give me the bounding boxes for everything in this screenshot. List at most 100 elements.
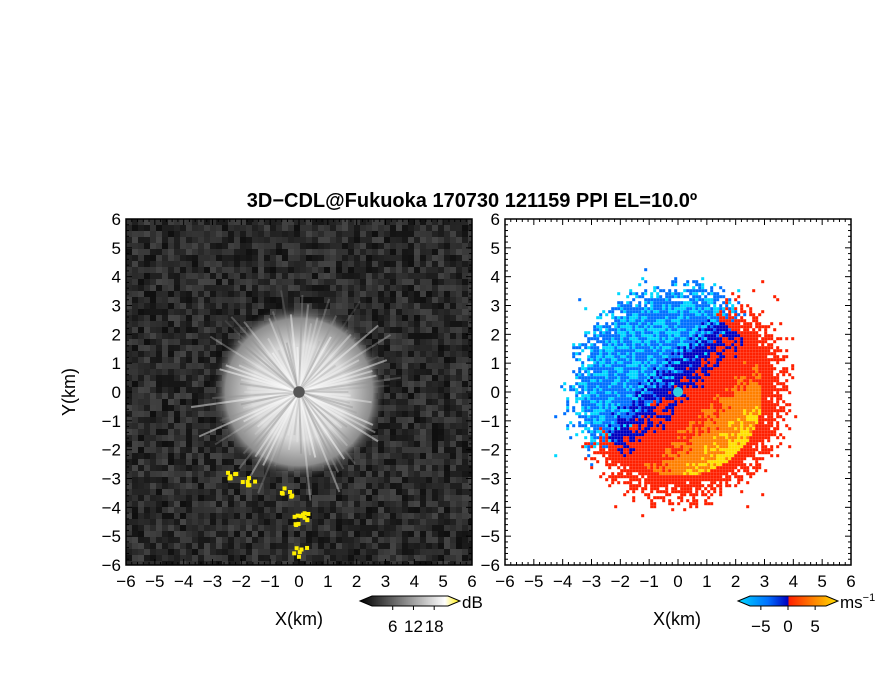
noise-pixel [456, 321, 462, 327]
velocity-pixel [623, 355, 627, 359]
velocity-pixel [683, 337, 687, 341]
noise-pixel [300, 543, 306, 549]
noise-pixel [432, 387, 438, 393]
noise-pixel [264, 525, 270, 531]
noise-pixel [348, 309, 354, 315]
velocity-pixel [575, 358, 579, 362]
noise-pixel [360, 531, 366, 537]
noise-pixel [426, 507, 432, 513]
noise-pixel [420, 441, 426, 447]
noise-pixel [456, 369, 462, 375]
velocity-pixel [632, 334, 636, 338]
noise-pixel [162, 285, 168, 291]
noise-pixel [318, 537, 324, 543]
noise-pixel [456, 483, 462, 489]
noise-pixel [414, 405, 420, 411]
noise-pixel [216, 237, 222, 243]
velocity-pixel [614, 325, 618, 329]
radial-streak [238, 364, 300, 393]
noise-pixel [270, 495, 276, 501]
noise-pixel [228, 507, 234, 513]
noise-pixel [354, 495, 360, 501]
noise-pixel [216, 531, 222, 537]
velocity-pixel [734, 343, 738, 347]
velocity-pixel [632, 292, 636, 296]
noise-pixel [138, 483, 144, 489]
velocity-pixel [665, 355, 669, 359]
noise-pixel [390, 459, 396, 465]
noise-pixel [216, 327, 222, 333]
noise-pixel [264, 471, 270, 477]
noise-pixel [252, 267, 258, 273]
velocity-pixel [671, 301, 675, 305]
noise-pixel [378, 549, 384, 555]
velocity-pixel [635, 316, 639, 320]
noise-pixel [222, 477, 228, 483]
noise-pixel [462, 387, 468, 393]
noise-pixel [210, 525, 216, 531]
noise-pixel [426, 333, 432, 339]
noise-pixel [210, 471, 216, 477]
noise-pixel [126, 381, 132, 387]
noise-pixel [156, 441, 162, 447]
noise-pixel [468, 459, 472, 465]
noise-pixel [426, 441, 432, 447]
noise-pixel [330, 471, 336, 477]
velocity-pixel [719, 313, 723, 317]
noise-pixel [402, 447, 408, 453]
noise-pixel [456, 441, 462, 447]
noise-pixel [468, 561, 472, 565]
velocity-pixel [656, 352, 660, 356]
noise-pixel [372, 471, 378, 477]
noise-pixel [456, 255, 462, 261]
noise-pixel [456, 423, 462, 429]
noise-pixel [360, 543, 366, 549]
noise-pixel [204, 447, 210, 453]
noise-pixel [156, 537, 162, 543]
noise-pixel [444, 483, 450, 489]
noise-pixel [180, 375, 186, 381]
velocity-pixel [626, 310, 630, 314]
noise-pixel [156, 459, 162, 465]
noise-pixel [444, 387, 450, 393]
noise-pixel [384, 273, 390, 279]
noise-pixel [348, 549, 354, 555]
velocity-pixel [728, 334, 732, 338]
velocity-pixel [626, 361, 630, 365]
noise-pixel [468, 453, 472, 459]
noise-pixel [384, 423, 390, 429]
noise-pixel [252, 507, 258, 513]
noise-pixel [162, 279, 168, 285]
velocity-pixel [692, 301, 696, 305]
velocity-pixel [647, 298, 651, 302]
noise-pixel [384, 303, 390, 309]
noise-pixel [180, 333, 186, 339]
noise-pixel [222, 471, 228, 477]
noise-pixel [336, 483, 342, 489]
noise-pixel [462, 285, 468, 291]
noise-pixel [216, 249, 222, 255]
velocity-pixel [680, 331, 684, 335]
velocity-pixel [653, 301, 657, 305]
noise-pixel [462, 357, 468, 363]
noise-pixel [186, 387, 192, 393]
velocity-pixel [614, 349, 618, 353]
noise-pixel [276, 543, 282, 549]
noise-pixel [306, 279, 312, 285]
noise-pixel [450, 501, 456, 507]
velocity-pixel [749, 334, 753, 338]
hotspot-pixel [292, 551, 297, 556]
noise-pixel [438, 315, 444, 321]
noise-pixel [294, 507, 300, 513]
noise-pixel [132, 273, 138, 279]
noise-pixel [312, 219, 318, 225]
noise-pixel [306, 507, 312, 513]
noise-pixel [456, 243, 462, 249]
noise-pixel [150, 423, 156, 429]
noise-pixel [408, 315, 414, 321]
noise-pixel [264, 489, 270, 495]
noise-pixel [384, 267, 390, 273]
noise-pixel [282, 219, 288, 225]
noise-pixel [402, 255, 408, 261]
noise-pixel [384, 465, 390, 471]
